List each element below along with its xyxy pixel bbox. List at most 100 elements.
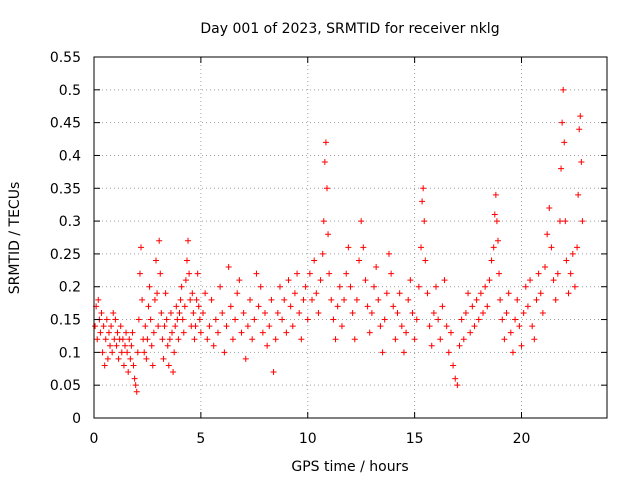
data-point [99,349,106,356]
data-point [396,290,403,297]
data-point [567,270,574,277]
data-point [138,244,145,251]
data-point [458,316,465,323]
data-point [419,198,426,205]
data-point [544,231,551,238]
data-point [439,303,446,310]
data-point [281,296,288,303]
data-point [136,270,143,277]
data-point [186,270,193,277]
data-point [112,316,119,323]
data-point [103,316,110,323]
data-point [509,349,516,356]
data-point [97,329,104,336]
data-point [178,283,185,290]
data-point [124,349,131,356]
data-point [268,296,275,303]
data-point [527,277,534,284]
data-point [155,323,162,330]
data-point [163,316,170,323]
data-point [294,270,301,277]
data-point [135,316,142,323]
data-point [127,355,134,362]
data-point [179,316,186,323]
data-point [309,296,316,303]
data-point [191,336,198,343]
data-point [167,309,174,316]
data-point [330,316,337,323]
data-point [537,290,544,297]
data-point [234,290,241,297]
data-point [302,283,309,290]
data-point [200,309,207,316]
data-point [507,329,514,336]
data-point [524,303,531,310]
data-point [118,349,125,356]
data-point [398,323,405,330]
data-point [105,329,112,336]
data-point [371,283,378,290]
data-point [548,244,555,251]
data-point [311,257,318,264]
data-point [151,296,158,303]
data-point [445,349,452,356]
data-point [394,309,401,316]
data-point [433,283,439,290]
data-point [332,336,339,343]
data-point [561,139,568,146]
y-tick-label: 0.35 [50,181,81,197]
data-point [208,296,215,303]
y-tick-label: 0.5 [59,83,81,99]
data-point [405,296,412,303]
data-point [279,316,286,323]
data-point [119,336,126,343]
data-point [244,323,251,330]
data-point [176,309,183,316]
data-point [232,316,239,323]
data-point [460,336,467,343]
data-point [390,303,397,310]
data-point [204,336,211,343]
data-point [578,159,585,166]
data-point [430,309,437,316]
data-point [462,309,469,316]
data-point [193,296,200,303]
y-tick-label: 0.15 [50,313,81,329]
chart-title: Day 001 of 2023, SRMTID for receiver nkl… [200,21,499,37]
data-point [375,296,382,303]
data-point [407,277,414,284]
data-point [123,329,130,336]
data-point [283,329,290,336]
data-point [173,303,180,310]
data-point [109,349,116,356]
data-point [575,191,582,198]
data-point [195,303,202,310]
data-point [343,270,350,277]
data-point [240,309,247,316]
data-point [100,323,107,330]
data-point [499,316,506,323]
data-point [413,316,420,323]
data-point [563,257,570,264]
data-point [356,257,363,264]
y-tick-labels: 0 0.05 0.1 0.15 0.2 0.25 0.3 0.35 0.4 0.45 0.5 0.55 [50,50,81,427]
data-point [264,342,271,349]
x-tick-label: 5 [196,431,205,447]
data-point [214,329,221,336]
data-point [424,290,431,297]
data-point [325,231,332,238]
data-point [518,342,525,349]
data-point [428,342,435,349]
data-point [554,270,561,277]
data-point [113,342,120,349]
data-point [392,336,399,343]
y-tick-label: 0.55 [50,50,81,66]
data-point [321,159,328,166]
data-point [345,244,352,251]
data-point [418,244,425,251]
data-point [505,290,512,297]
data-point [488,257,495,264]
data-point [469,303,476,310]
data-point [516,323,523,330]
